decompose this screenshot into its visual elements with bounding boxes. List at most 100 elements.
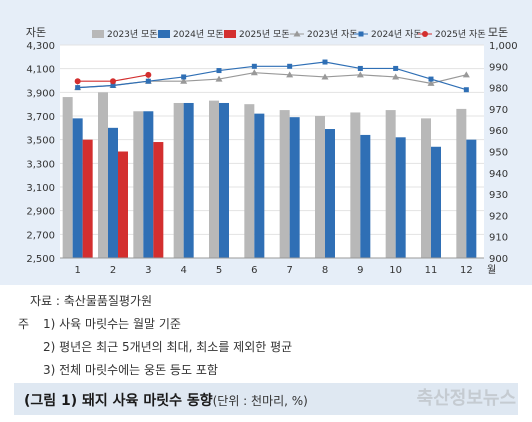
legend-swatch (158, 30, 170, 38)
note-1: 1) 사육 마릿수는 월말 기준 (43, 317, 181, 331)
note-3: 3) 전체 마릿수에는 웅돈 등도 포함 (43, 363, 218, 377)
bar-2023년 모돈 (62, 97, 73, 258)
notes-label: 주 (18, 317, 30, 331)
x-tick-label: 9 (357, 265, 363, 276)
bar-2025년 모돈 (153, 142, 164, 258)
x-tick-label: 2 (110, 265, 116, 276)
legend-label: 2025년 자돈 (435, 29, 486, 40)
x-tick-label: 5 (216, 265, 222, 276)
bar-2023년 모돈 (98, 92, 108, 258)
bar-2023년 모돈 (350, 112, 361, 258)
legend-marker (293, 30, 301, 37)
point-2024년 자돈 (145, 78, 151, 84)
watermark: 축산정보뉴스 (416, 388, 516, 409)
legend-label: 2025년 모돈 (239, 29, 290, 40)
bar-2024년 모돈 (108, 127, 118, 258)
bar-2023년 모돈 (315, 116, 325, 258)
bar-2024년 모돈 (72, 118, 83, 258)
point-2024년 자돈 (322, 59, 328, 65)
right-tick-label: 930 (489, 190, 508, 201)
legend-marker (358, 31, 364, 37)
line-2024년 자돈 (77, 61, 467, 91)
bar-2025년 모돈 (118, 151, 128, 258)
left-tick-label: 3,100 (26, 183, 55, 194)
bar-2023년 모돈 (209, 100, 219, 258)
point-2023년 자돈 (250, 69, 258, 76)
bar-2023년 모돈 (279, 110, 290, 258)
point-2023년 자돈 (392, 73, 400, 80)
right-axis-title: 모돈 (488, 26, 508, 39)
x-tick-label: 8 (322, 265, 328, 276)
x-tick-label: 11 (425, 265, 438, 276)
left-tick-label: 4,300 (26, 41, 55, 52)
right-tick-label: 1,000 (489, 41, 518, 52)
legend-label: 2023년 자돈 (307, 29, 358, 40)
x-tick-label: 7 (286, 265, 292, 276)
bar-2024년 모돈 (183, 102, 194, 258)
point-2023년 자돈 (215, 75, 223, 82)
point-2024년 자돈 (393, 65, 399, 71)
point-2024년 자돈 (287, 63, 293, 69)
point-2024년 자돈 (463, 87, 469, 93)
point-2025년 자돈 (145, 71, 152, 78)
note-2: 2) 평년은 최근 5개년의 최대, 최소를 제외한 평균 (43, 340, 293, 354)
chart-svg: 2,500 2,700 2,900 3,100 3,300 3,500 3,700 3,900… (26, 26, 518, 276)
bar-2024년 모돈 (219, 102, 229, 258)
legend-label: 2023년 모돈 (107, 29, 158, 40)
bar-2024년 모돈 (360, 134, 371, 258)
point-2023년 자돈 (321, 73, 329, 80)
left-tick-label: 3,700 (26, 112, 55, 123)
bar-2023년 모돈 (133, 111, 144, 259)
left-tick-label: 3,900 (26, 88, 55, 99)
point-2024년 자돈 (357, 65, 363, 71)
bar-2024년 모돈 (325, 129, 335, 258)
x-tick-label: 4 (180, 265, 186, 276)
point-2024년 자돈 (181, 74, 187, 80)
right-tick-label: 900 (489, 254, 508, 265)
bar-2023년 모돈 (456, 108, 467, 259)
right-tick-label: 920 (489, 211, 508, 222)
left-tick-label: 3,500 (26, 136, 55, 147)
chart-panel: 2,500 2,700 2,900 3,100 3,300 3,500 3,700 3,900… (0, 0, 532, 285)
bar-2024년 모돈 (431, 146, 441, 258)
x-tick-label: 3 (145, 265, 151, 276)
point-2024년 자돈 (216, 68, 222, 74)
left-tick-label: 3,300 (26, 159, 55, 170)
bar-2024년 모돈 (289, 117, 300, 258)
right-tick-label: 970 (489, 105, 508, 116)
point-2023년 자돈 (427, 79, 435, 86)
right-tick-label: 950 (489, 148, 508, 159)
legend-label: 2024년 자돈 (371, 29, 422, 40)
legend-swatch (224, 30, 236, 38)
left-axis-title: 자돈 (26, 26, 46, 39)
bar-2023년 모돈 (385, 110, 396, 258)
caption-title-text: (그림 1) 돼지 사육 마릿수 동향 (24, 393, 213, 409)
bar-2024년 모돈 (466, 139, 477, 258)
left-tick-label: 4,100 (26, 65, 55, 76)
left-tick-label: 2,500 (26, 254, 55, 265)
point-2023년 자돈 (356, 71, 364, 78)
right-tick-label: 960 (489, 126, 508, 137)
bar-2023년 모돈 (244, 104, 255, 259)
bar-2025년 모돈 (82, 139, 93, 258)
bar-2024년 모돈 (395, 137, 406, 258)
legend-swatch (92, 30, 104, 38)
bar-2024년 모돈 (143, 111, 154, 259)
right-tick-label: 980 (489, 84, 508, 95)
legend-label: 2024년 모돈 (173, 29, 224, 40)
left-tick-label: 2,700 (26, 230, 55, 241)
point-2025년 자돈 (74, 78, 81, 85)
point-2023년 자돈 (286, 71, 294, 78)
point-2024년 자돈 (110, 82, 116, 88)
right-tick-label: 910 (489, 233, 508, 244)
right-tick-label: 940 (489, 169, 508, 180)
point-2025년 자돈 (110, 78, 116, 85)
bar-2023년 모돈 (173, 102, 184, 258)
x-tick-label: 1 (74, 265, 80, 276)
caption-bar: (그림 1) 돼지 사육 마릿수 동향(단위 : 천마리, %) (14, 383, 518, 415)
x-tick-label: 6 (251, 265, 257, 276)
bar-2024년 모돈 (254, 113, 265, 258)
legend-marker (422, 31, 428, 37)
point-2024년 자돈 (251, 63, 257, 69)
caption-title: (그림 1) 돼지 사육 마릿수 동향(단위 : 천마리, %) (24, 390, 308, 410)
